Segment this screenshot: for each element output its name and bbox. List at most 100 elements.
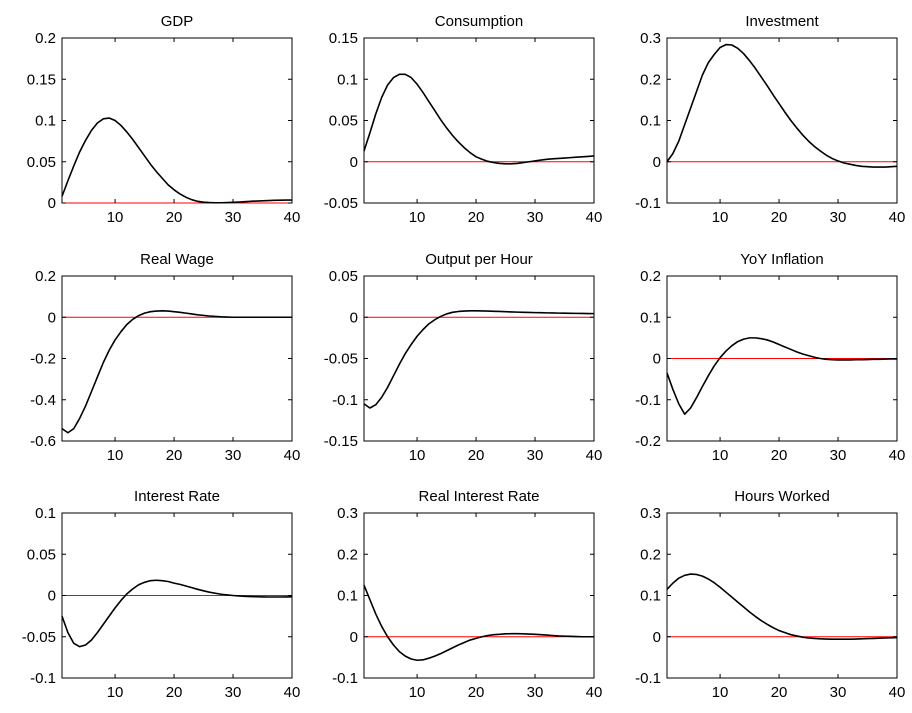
y-tick-label: 0.3 — [640, 30, 661, 47]
y-tick-label: 0.1 — [337, 71, 358, 88]
x-tick-label: 30 — [225, 684, 242, 701]
y-tick-label: 0 — [653, 629, 661, 646]
y-tick-label: 0.05 — [329, 113, 358, 130]
series-line — [363, 310, 595, 409]
subplot-panel: Investment -0.1 0 0.1 0.2 0.3 10 20 30 40 — [635, 13, 905, 226]
x-tick-label: 40 — [889, 447, 906, 464]
x-tick-label: 10 — [107, 684, 124, 701]
y-tick-label: 0.2 — [35, 268, 56, 285]
chart-title: YoY Inflation — [740, 251, 823, 268]
x-tick-label: 30 — [830, 447, 847, 464]
y-tick-label: 0.15 — [329, 30, 358, 47]
x-tick-label: 10 — [409, 209, 426, 226]
x-tick-label: 10 — [107, 447, 124, 464]
subplot-grid: GDP 0 0.05 0.1 0.15 0.2 10 20 30 40 Consumption -0.… — [22, 13, 906, 701]
y-tick-label: 0.05 — [27, 154, 56, 171]
x-tick-label: 40 — [586, 684, 603, 701]
y-tick-label: 0 — [48, 588, 56, 605]
series-line — [61, 579, 293, 648]
x-tick-label: 10 — [712, 447, 729, 464]
y-tick-label: -0.15 — [324, 433, 358, 450]
subplot-panel: Output per Hour -0.15 -0.1 -0.05 0 0.05 10 20 30… — [324, 251, 603, 464]
x-tick-label: 20 — [166, 684, 183, 701]
chart-title: Real Interest Rate — [419, 488, 540, 505]
y-tick-label: 0.1 — [640, 588, 661, 605]
subplot-panel: Real Wage -0.6 -0.4 -0.2 0 0.2 10 20 30 40 — [30, 251, 300, 464]
x-tick-label: 30 — [830, 684, 847, 701]
series-line — [666, 43, 898, 168]
x-tick-label: 10 — [712, 209, 729, 226]
y-tick-label: -0.1 — [635, 195, 661, 212]
x-tick-label: 40 — [889, 684, 906, 701]
x-tick-label: 20 — [166, 209, 183, 226]
x-tick-label: 30 — [527, 209, 544, 226]
y-tick-label: 0 — [48, 195, 56, 212]
series-line — [363, 584, 594, 662]
subplot-panel: Consumption -0.05 0 0.05 0.1 0.15 10 20 30 40 — [324, 13, 603, 226]
x-tick-label: 10 — [409, 684, 426, 701]
y-tick-label: 0 — [653, 154, 661, 171]
y-tick-label: -0.4 — [30, 392, 56, 409]
x-tick-label: 30 — [225, 209, 242, 226]
x-tick-label: 20 — [771, 684, 788, 701]
x-tick-label: 30 — [527, 447, 544, 464]
series-line — [666, 337, 897, 415]
y-tick-label: -0.2 — [635, 433, 661, 450]
x-tick-label: 10 — [107, 209, 124, 226]
subplot-panel: GDP 0 0.05 0.1 0.15 0.2 10 20 30 40 — [27, 13, 301, 226]
subplot-panel: Interest Rate -0.1 -0.05 0 0.05 0.1 10 20 30 40 — [22, 488, 301, 701]
y-tick-label: -0.05 — [22, 629, 56, 646]
y-tick-label: 0.2 — [337, 546, 358, 563]
y-tick-label: 0.2 — [640, 546, 661, 563]
chart-title: Interest Rate — [134, 488, 220, 505]
subplot-panel: Real Interest Rate -0.1 0 0.1 0.2 0.3 10 20 30 40 — [332, 488, 602, 701]
y-tick-label: -0.1 — [30, 670, 56, 687]
y-tick-label: -0.2 — [30, 351, 56, 368]
subplot-panel: YoY Inflation -0.2 -0.1 0 0.1 0.2 10 20 30 40 — [635, 251, 905, 464]
x-tick-label: 30 — [225, 447, 242, 464]
x-tick-label: 40 — [586, 209, 603, 226]
chart-title: Hours Worked — [734, 488, 830, 505]
y-tick-label: -0.1 — [332, 392, 358, 409]
y-tick-label: 0.3 — [640, 505, 661, 522]
y-tick-label: 0 — [653, 351, 661, 368]
y-tick-label: 0 — [350, 309, 358, 326]
chart-title: GDP — [161, 13, 194, 30]
x-tick-label: 40 — [284, 447, 301, 464]
x-tick-label: 40 — [284, 684, 301, 701]
x-tick-label: 40 — [586, 447, 603, 464]
chart-title: Output per Hour — [425, 251, 533, 268]
y-tick-label: 0.2 — [640, 268, 661, 285]
series-line — [61, 117, 293, 204]
y-tick-label: 0.15 — [27, 71, 56, 88]
y-tick-label: 0.2 — [35, 30, 56, 47]
y-tick-label: 0.05 — [27, 546, 56, 563]
y-tick-label: 0.1 — [337, 588, 358, 605]
y-tick-label: 0.05 — [329, 268, 358, 285]
y-tick-label: -0.1 — [332, 670, 358, 687]
x-tick-label: 40 — [889, 209, 906, 226]
y-tick-label: -0.6 — [30, 433, 56, 450]
x-tick-label: 20 — [771, 209, 788, 226]
x-tick-label: 20 — [166, 447, 183, 464]
x-tick-label: 20 — [771, 447, 788, 464]
y-tick-label: 0 — [48, 309, 56, 326]
series-line — [666, 573, 898, 641]
chart-title: Investment — [745, 13, 819, 30]
x-tick-label: 20 — [468, 447, 485, 464]
series-line — [363, 73, 595, 165]
y-tick-label: 0.2 — [640, 71, 661, 88]
y-tick-label: 0.1 — [640, 113, 661, 130]
y-tick-label: -0.1 — [635, 670, 661, 687]
y-tick-label: -0.1 — [635, 392, 661, 409]
x-tick-label: 20 — [468, 684, 485, 701]
x-tick-label: 10 — [712, 684, 729, 701]
x-tick-label: 30 — [830, 209, 847, 226]
chart-title: Consumption — [435, 13, 523, 30]
y-tick-label: -0.05 — [324, 351, 358, 368]
x-tick-label: 20 — [468, 209, 485, 226]
y-tick-label: 0 — [350, 154, 358, 171]
series-line — [61, 310, 292, 434]
